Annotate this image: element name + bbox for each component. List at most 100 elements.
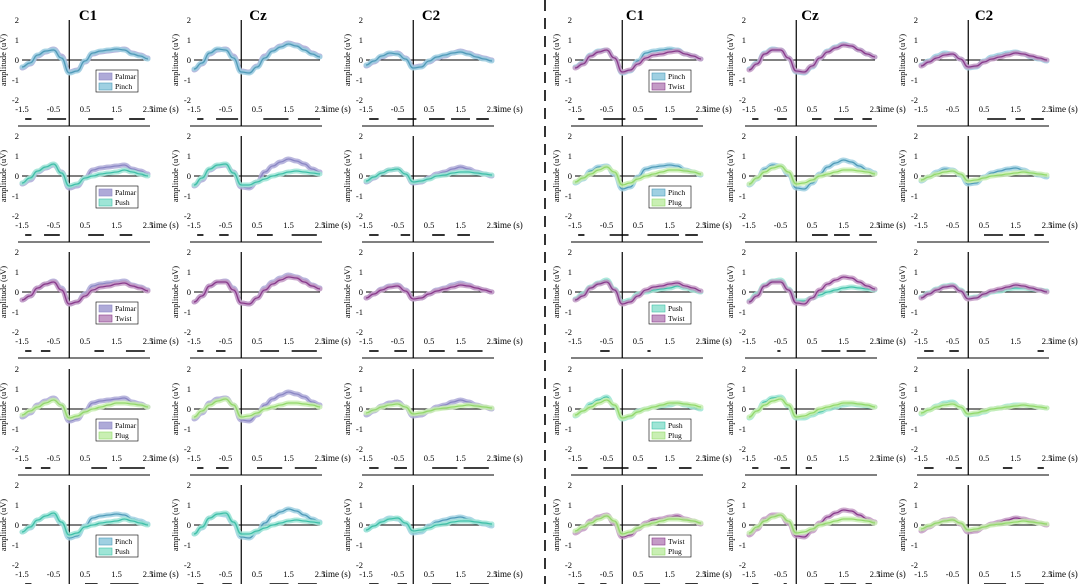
- y-tick-label: 0: [15, 404, 19, 414]
- x-tick-label: 2.5: [870, 336, 881, 346]
- x-tick-label: -0.5: [219, 336, 232, 346]
- y-tick-label: -1: [184, 540, 191, 550]
- series-line-plug: [574, 515, 702, 535]
- y-tick-label: -1: [184, 75, 191, 85]
- legend-swatch-twist: [651, 537, 666, 546]
- y-tick-label: -1: [739, 191, 746, 201]
- y-tick-label: 1: [568, 35, 572, 45]
- x-tick-label: 2.5: [1042, 104, 1053, 114]
- x-tick-label: 1.5: [664, 104, 675, 114]
- subplot-right-r1-c2: amplitude (uV) -2 -1 0 1 2 -1.5 -0.5 0.5 1.5 2.5ti…: [897, 131, 1078, 243]
- x-axis-label: time (s): [495, 336, 523, 346]
- y-tick-label: 2: [187, 131, 191, 141]
- y-axis-label: amplitude (uV): [551, 383, 561, 435]
- y-tick-label: 2: [568, 131, 572, 141]
- x-tick-label: 2.5: [870, 104, 881, 114]
- y-tick-label: -2: [12, 327, 19, 337]
- y-tick-label: 1: [15, 151, 19, 161]
- x-tick-label: 0.5: [807, 336, 818, 346]
- legend-label-palmar: Palmar: [115, 421, 137, 430]
- legend-label-push: Push: [115, 198, 130, 207]
- y-tick-label: -2: [739, 95, 746, 105]
- x-tick-label: 2.5: [315, 453, 326, 463]
- legend-label-push: Push: [115, 547, 130, 556]
- subplot-right-r2-c2: amplitude (uV) -2 -1 0 1 2 -1.5 -0.5 0.5 1.5 2.5ti…: [897, 247, 1078, 359]
- series-line-twist: [920, 52, 1048, 68]
- subplot-right-r0-cz: amplitude (uV) -2 -1 0 1 2 -1.5 -0.5 0.5 1.5 2.5ti…: [725, 15, 906, 127]
- legend-label-twist: Twist: [115, 314, 132, 323]
- x-tick-label: -0.5: [600, 220, 613, 230]
- x-tick-label: -0.5: [600, 453, 613, 463]
- y-tick-label: -1: [356, 540, 363, 550]
- y-tick-label: 1: [359, 500, 363, 510]
- legend-label-twist: Twist: [668, 537, 685, 546]
- x-tick-label: 2.5: [696, 220, 707, 230]
- y-tick-label: 0: [742, 55, 746, 65]
- legend-label-plug: Plug: [668, 431, 682, 440]
- series-line-plug: [21, 399, 149, 419]
- x-tick-label: -0.5: [946, 336, 959, 346]
- y-tick-label: 2: [568, 15, 572, 25]
- x-tick-label: -0.5: [946, 104, 959, 114]
- x-axis-label: time (s): [704, 569, 732, 579]
- y-tick-label: 0: [568, 520, 572, 530]
- y-tick-label: 2: [742, 364, 746, 374]
- x-tick-label: 2.5: [315, 220, 326, 230]
- y-tick-label: -2: [356, 444, 363, 454]
- y-tick-label: 1: [568, 151, 572, 161]
- legend-swatch-pinch: [98, 82, 113, 91]
- y-tick-label: 1: [742, 384, 746, 394]
- x-tick-label: 2.5: [143, 453, 154, 463]
- x-tick-label: 0.5: [252, 104, 263, 114]
- x-axis-label: time (s): [495, 104, 523, 114]
- legend-label-pinch: Pinch: [668, 72, 685, 81]
- y-tick-label: -1: [12, 191, 19, 201]
- y-tick-label: 1: [568, 384, 572, 394]
- y-tick-label: 1: [15, 35, 19, 45]
- y-tick-label: 1: [359, 35, 363, 45]
- legend-swatch-pinch: [98, 537, 113, 546]
- y-tick-label: -1: [12, 75, 19, 85]
- y-tick-label: 2: [359, 247, 363, 257]
- x-tick-label: 1.5: [838, 220, 849, 230]
- x-tick-label: 0.5: [633, 569, 644, 579]
- y-tick-label: -1: [356, 191, 363, 201]
- y-axis-label: amplitude (uV): [170, 383, 180, 435]
- x-tick-label: -0.5: [774, 569, 787, 579]
- x-tick-label: -1.5: [359, 453, 372, 463]
- y-tick-label: -2: [356, 560, 363, 570]
- x-tick-label: -1.5: [15, 220, 28, 230]
- x-tick-label: -0.5: [391, 569, 404, 579]
- series-line-twist: [574, 281, 702, 305]
- subplot-grid: amplitude (uV) -2 -1 0 1 2 Palmar Pinch -1.5 -0.5…: [0, 15, 1078, 584]
- x-tick-label: 2.5: [870, 569, 881, 579]
- y-tick-label: -1: [911, 75, 918, 85]
- y-axis-label: amplitude (uV): [725, 34, 735, 86]
- y-tick-label: -1: [356, 307, 363, 317]
- x-tick-label: 0.5: [633, 336, 644, 346]
- y-tick-label: 0: [742, 520, 746, 530]
- x-axis-label: time (s): [151, 220, 179, 230]
- y-tick-label: 0: [359, 171, 363, 181]
- y-tick-label: -1: [565, 424, 572, 434]
- x-tick-label: -1.5: [568, 336, 581, 346]
- y-axis-label: amplitude (uV): [342, 499, 352, 551]
- x-tick-label: 2.5: [696, 453, 707, 463]
- y-tick-label: -2: [739, 211, 746, 221]
- x-tick-label: -0.5: [47, 220, 60, 230]
- y-tick-label: -1: [356, 424, 363, 434]
- y-tick-label: 1: [187, 500, 191, 510]
- x-tick-label: -0.5: [47, 336, 60, 346]
- x-tick-label: 2.5: [696, 336, 707, 346]
- legend-label-palmar: Palmar: [115, 304, 137, 313]
- y-tick-label: 1: [359, 267, 363, 277]
- y-tick-label: -1: [12, 307, 19, 317]
- x-tick-label: 2.5: [1042, 220, 1053, 230]
- y-tick-label: -2: [739, 444, 746, 454]
- y-tick-label: -2: [184, 444, 191, 454]
- x-axis-label: time (s): [323, 220, 351, 230]
- x-tick-label: 0.5: [807, 569, 818, 579]
- x-tick-label: -0.5: [946, 453, 959, 463]
- y-tick-label: 0: [568, 55, 572, 65]
